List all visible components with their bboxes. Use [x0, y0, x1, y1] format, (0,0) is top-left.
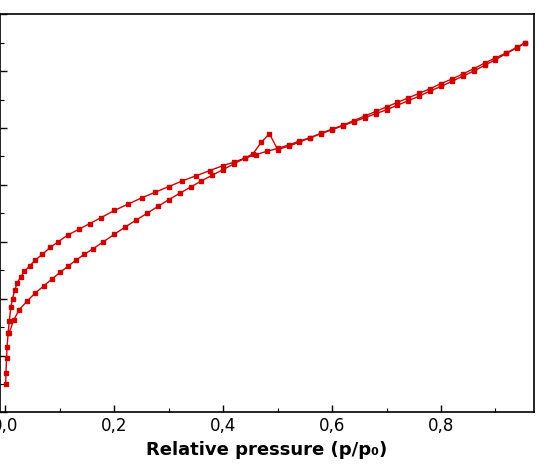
X-axis label: Relative pressure (p/p₀): Relative pressure (p/p₀)	[146, 441, 387, 459]
